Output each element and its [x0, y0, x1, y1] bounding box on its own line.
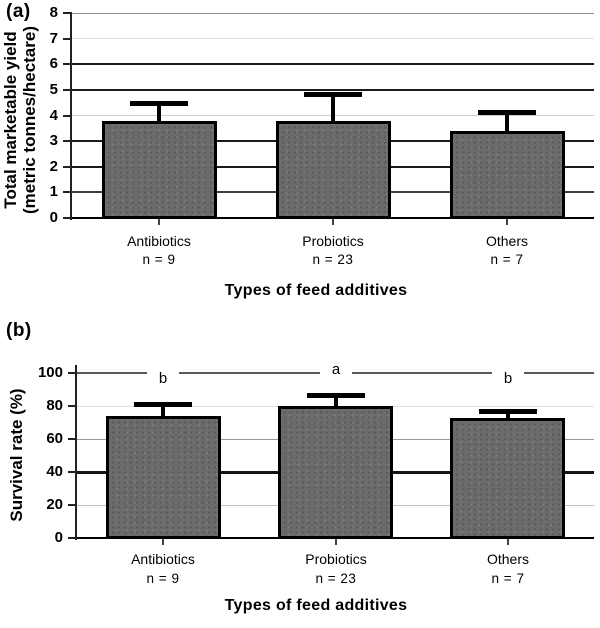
bar-probiotics [276, 121, 391, 219]
error-bar-stem-antibiotics [157, 103, 161, 124]
bar-probiotics [278, 406, 393, 539]
error-bar-stem-antibiotics [161, 404, 165, 419]
y-tick-mark-80 [68, 405, 77, 407]
n-label-others: n = 7 [490, 252, 524, 267]
y-tick-label-0: 0 [54, 529, 63, 546]
y-tick-mark-40 [68, 471, 77, 473]
n-label-others: n = 7 [491, 571, 525, 586]
error-bar-cap-others [479, 409, 537, 414]
error-bar-stem-probiotics [334, 395, 338, 409]
y-tick-label-6: 6 [49, 55, 58, 72]
y-tick-label-7: 7 [49, 30, 58, 47]
y-tick-mark-8 [63, 12, 72, 14]
bar-antibiotics [102, 121, 217, 219]
y-tick-label-4: 4 [49, 107, 58, 124]
gridline-7 [72, 38, 594, 39]
sig-letter-antibiotics: b [147, 370, 179, 387]
y-tick-label-1: 1 [49, 183, 58, 200]
category-label-others: Others [485, 233, 528, 249]
y-tick-mark-100 [68, 372, 77, 374]
error-bar-cap-probiotics [304, 92, 362, 97]
bar-antibiotics [106, 416, 221, 539]
n-label-probiotics: n = 23 [312, 252, 354, 267]
error-bar-cap-others [478, 110, 536, 115]
y-tick-mark-1 [63, 191, 72, 193]
y-tick-mark-4 [63, 115, 72, 117]
y-tick-mark-20 [68, 504, 77, 506]
y-tick-mark-3 [63, 140, 72, 142]
sig-letter-probiotics: a [320, 361, 352, 378]
y-tick-mark-0 [63, 217, 72, 219]
sig-letter-others: b [492, 370, 524, 387]
gridline-6 [72, 63, 594, 65]
y-tick-label-3: 3 [49, 132, 58, 149]
y-tick-label-2: 2 [49, 158, 58, 175]
panel-a-x-axis-title: Types of feed additives [224, 282, 408, 299]
error-bar-cap-antibiotics [134, 402, 192, 407]
panel-b-tag: (b) [6, 320, 32, 341]
panel-a-tag: (a) [6, 1, 31, 22]
gridline-5 [72, 89, 594, 91]
x-tick-mark-antibiotics [162, 539, 164, 545]
y-axis-line [75, 365, 77, 540]
y-tick-label-80: 80 [46, 397, 63, 414]
category-label-probiotics: Probiotics [302, 233, 364, 249]
y-axis-line [70, 13, 72, 220]
panel-b-x-axis-title: Types of feed additives [224, 597, 408, 614]
error-bar-cap-antibiotics [130, 101, 188, 106]
n-label-antibiotics: n = 9 [142, 252, 176, 267]
x-tick-mark-antibiotics [158, 219, 160, 225]
y-tick-mark-6 [63, 63, 72, 65]
y-tick-label-100: 100 [37, 364, 63, 381]
y-tick-label-60: 60 [46, 430, 63, 447]
x-tick-mark-others [507, 539, 509, 545]
y-tick-mark-2 [63, 166, 72, 168]
error-bar-stem-probiotics [331, 94, 335, 124]
y-tick-label-8: 8 [49, 4, 58, 21]
category-label-others: Others [486, 551, 529, 567]
category-label-antibiotics: Antibiotics [131, 551, 195, 567]
error-bar-stem-others [506, 411, 510, 421]
y-tick-mark-0 [68, 537, 77, 539]
x-tick-mark-probiotics [335, 539, 337, 545]
y-tick-label-5: 5 [49, 81, 58, 98]
bar-others [450, 418, 565, 539]
y-tick-mark-5 [63, 89, 72, 91]
y-tick-mark-7 [63, 38, 72, 40]
x-tick-mark-others [506, 219, 508, 225]
x-tick-mark-probiotics [332, 219, 334, 225]
category-label-antibiotics: Antibiotics [127, 233, 191, 249]
y-tick-mark-60 [68, 438, 77, 440]
n-label-probiotics: n = 23 [315, 571, 357, 586]
y-tick-label-0: 0 [49, 209, 58, 226]
error-bar-cap-probiotics [307, 393, 365, 398]
y-tick-label-40: 40 [46, 463, 63, 480]
bar-others [450, 131, 565, 219]
error-bar-stem-others [505, 112, 509, 134]
y-tick-label-20: 20 [46, 496, 63, 513]
category-label-probiotics: Probiotics [305, 551, 367, 567]
gridline-8 [72, 13, 594, 14]
n-label-antibiotics: n = 9 [146, 571, 180, 586]
